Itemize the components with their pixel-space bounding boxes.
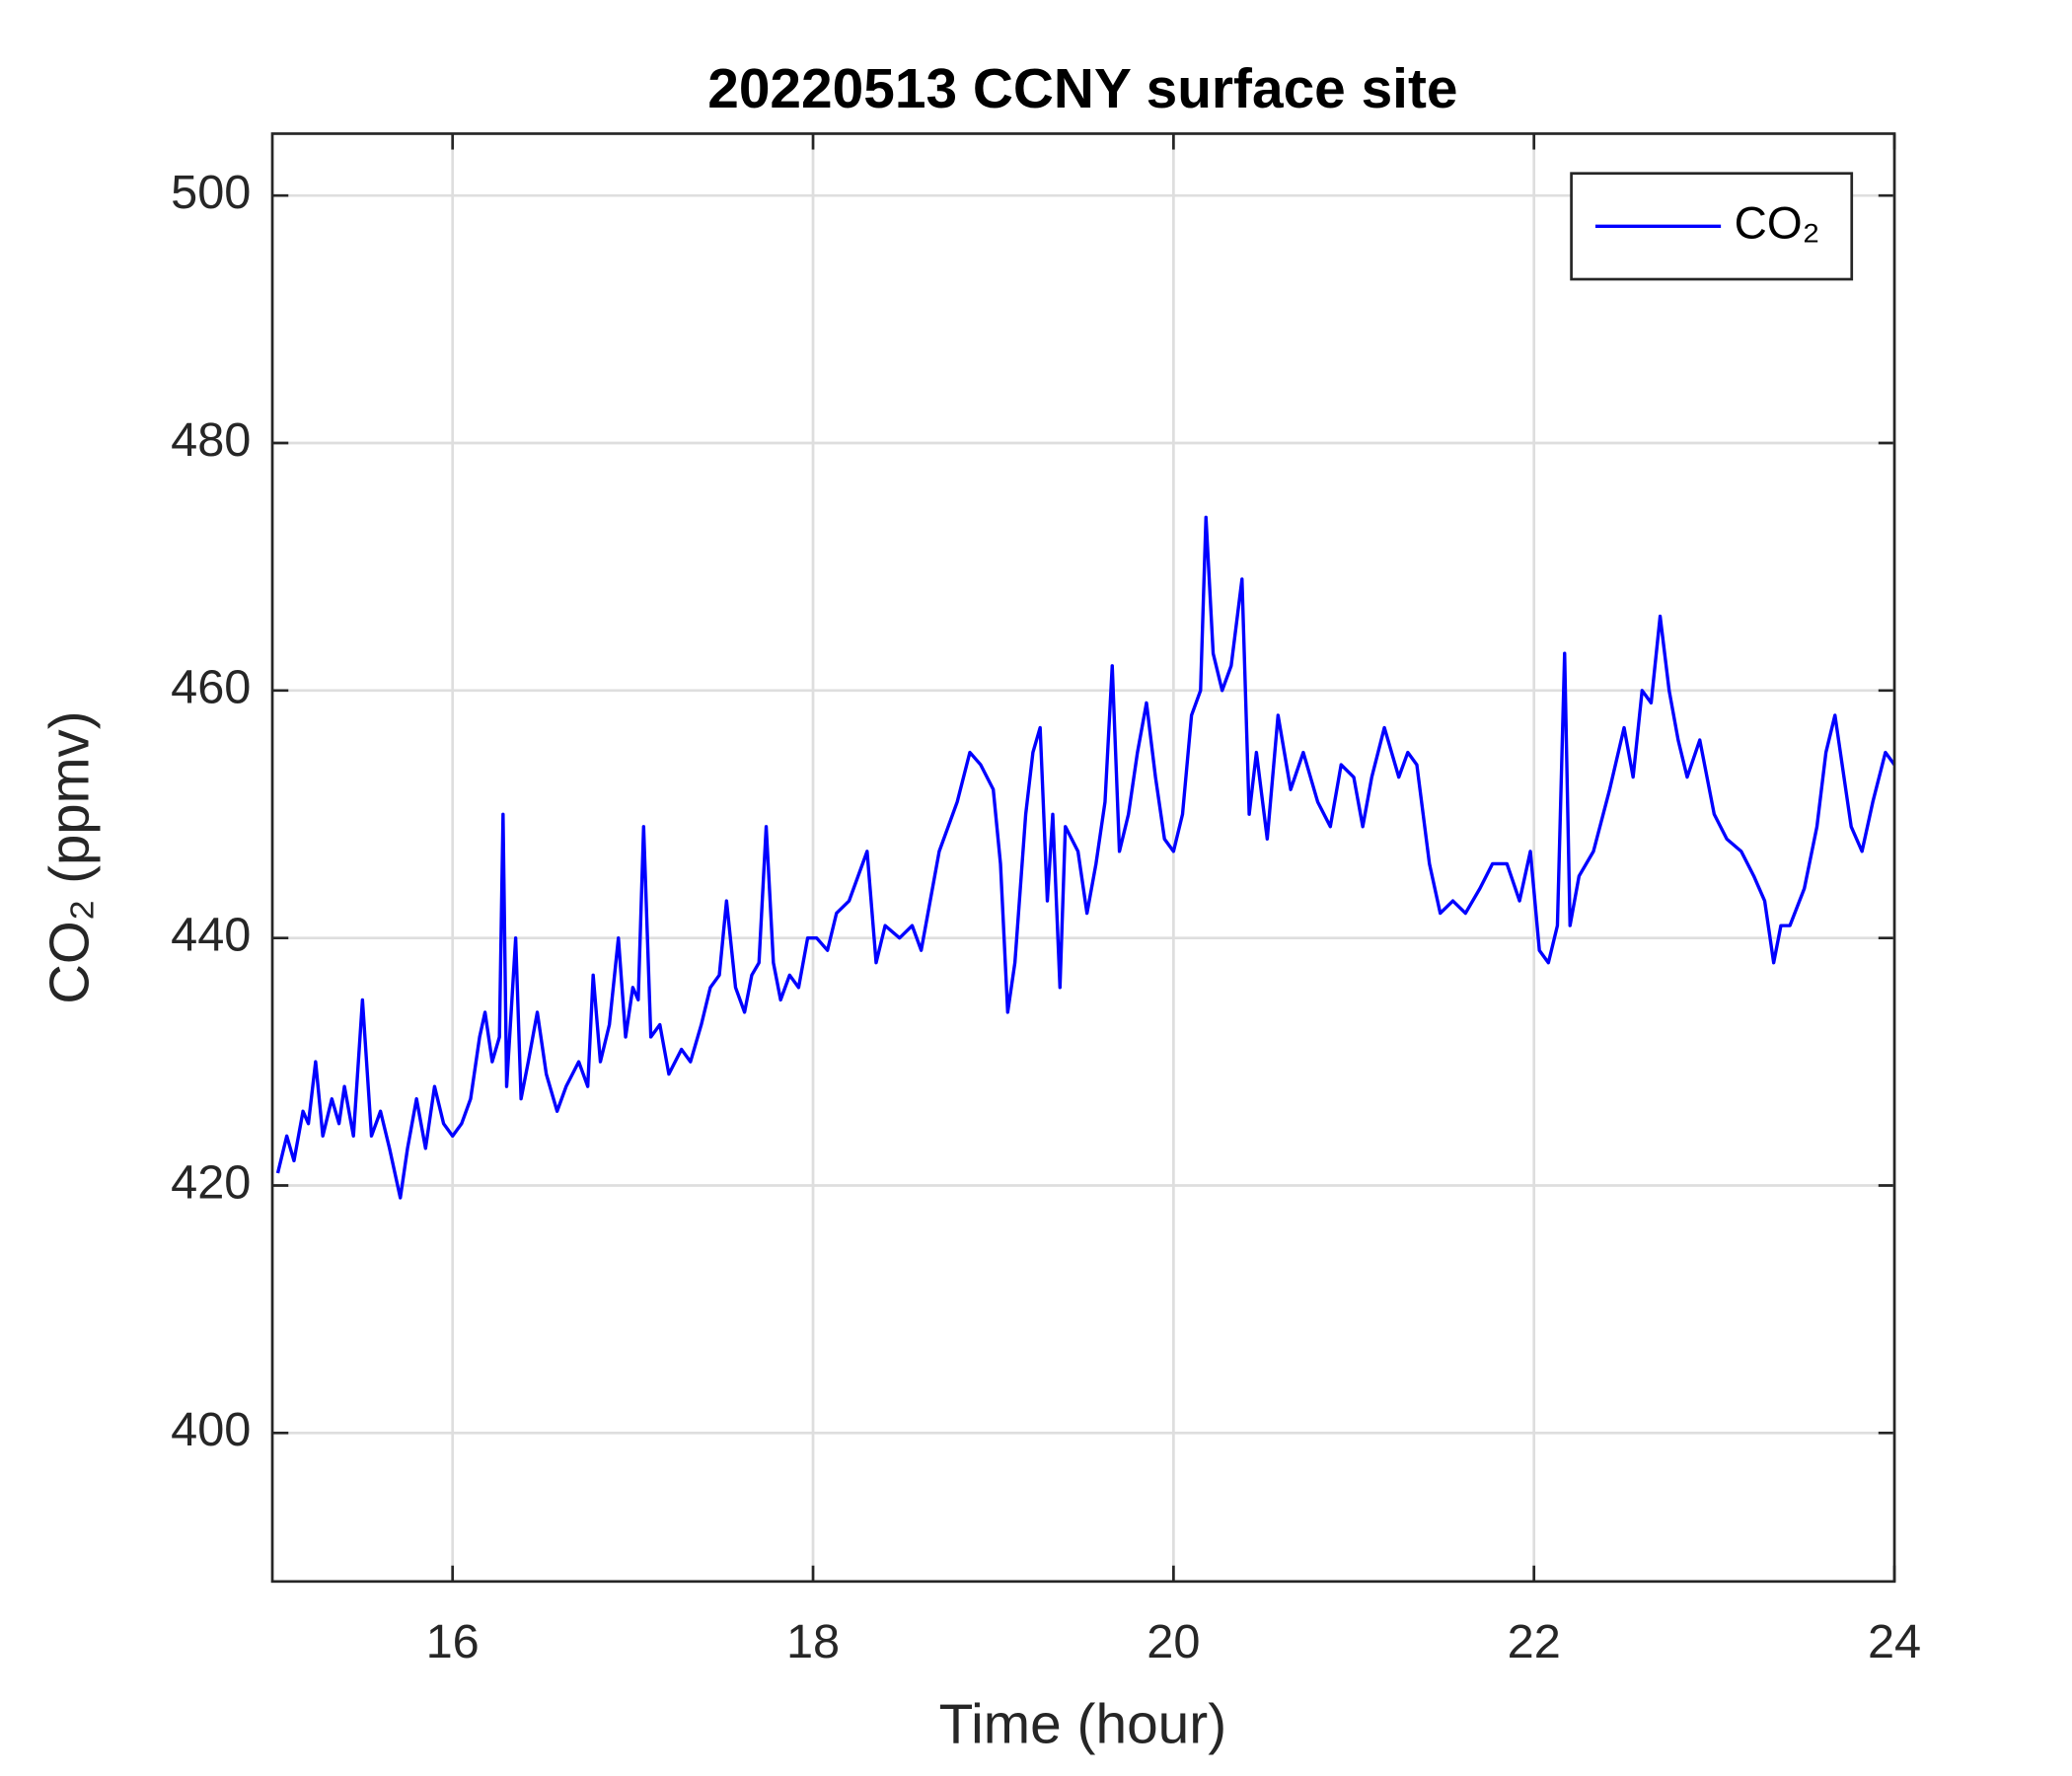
y-tick-label: 460 bbox=[171, 661, 251, 714]
plot-frame bbox=[270, 132, 1896, 1584]
x-tick-label: 16 bbox=[426, 1615, 480, 1668]
y-tick-label: 440 bbox=[171, 909, 251, 962]
x-tick-label: 24 bbox=[1868, 1615, 1921, 1668]
x-tick-label: 22 bbox=[1508, 1615, 1561, 1668]
y-tick-label: 420 bbox=[171, 1155, 251, 1209]
y-axis-label: CO₂ (ppmv) bbox=[37, 711, 100, 1004]
data-line bbox=[275, 515, 1896, 1200]
x-tick-label: 18 bbox=[786, 1615, 840, 1668]
x-axis-label: Time (hour) bbox=[939, 1693, 1227, 1755]
y-tick-label: 480 bbox=[171, 413, 251, 467]
y-tick-label: 400 bbox=[171, 1403, 251, 1456]
x-tick-label: 20 bbox=[1147, 1615, 1200, 1668]
legend-label: CO₂ bbox=[1735, 198, 1820, 249]
y-tick-label: 500 bbox=[171, 166, 251, 219]
chart-title: 20220513 CCNY surface site bbox=[707, 57, 1457, 119]
